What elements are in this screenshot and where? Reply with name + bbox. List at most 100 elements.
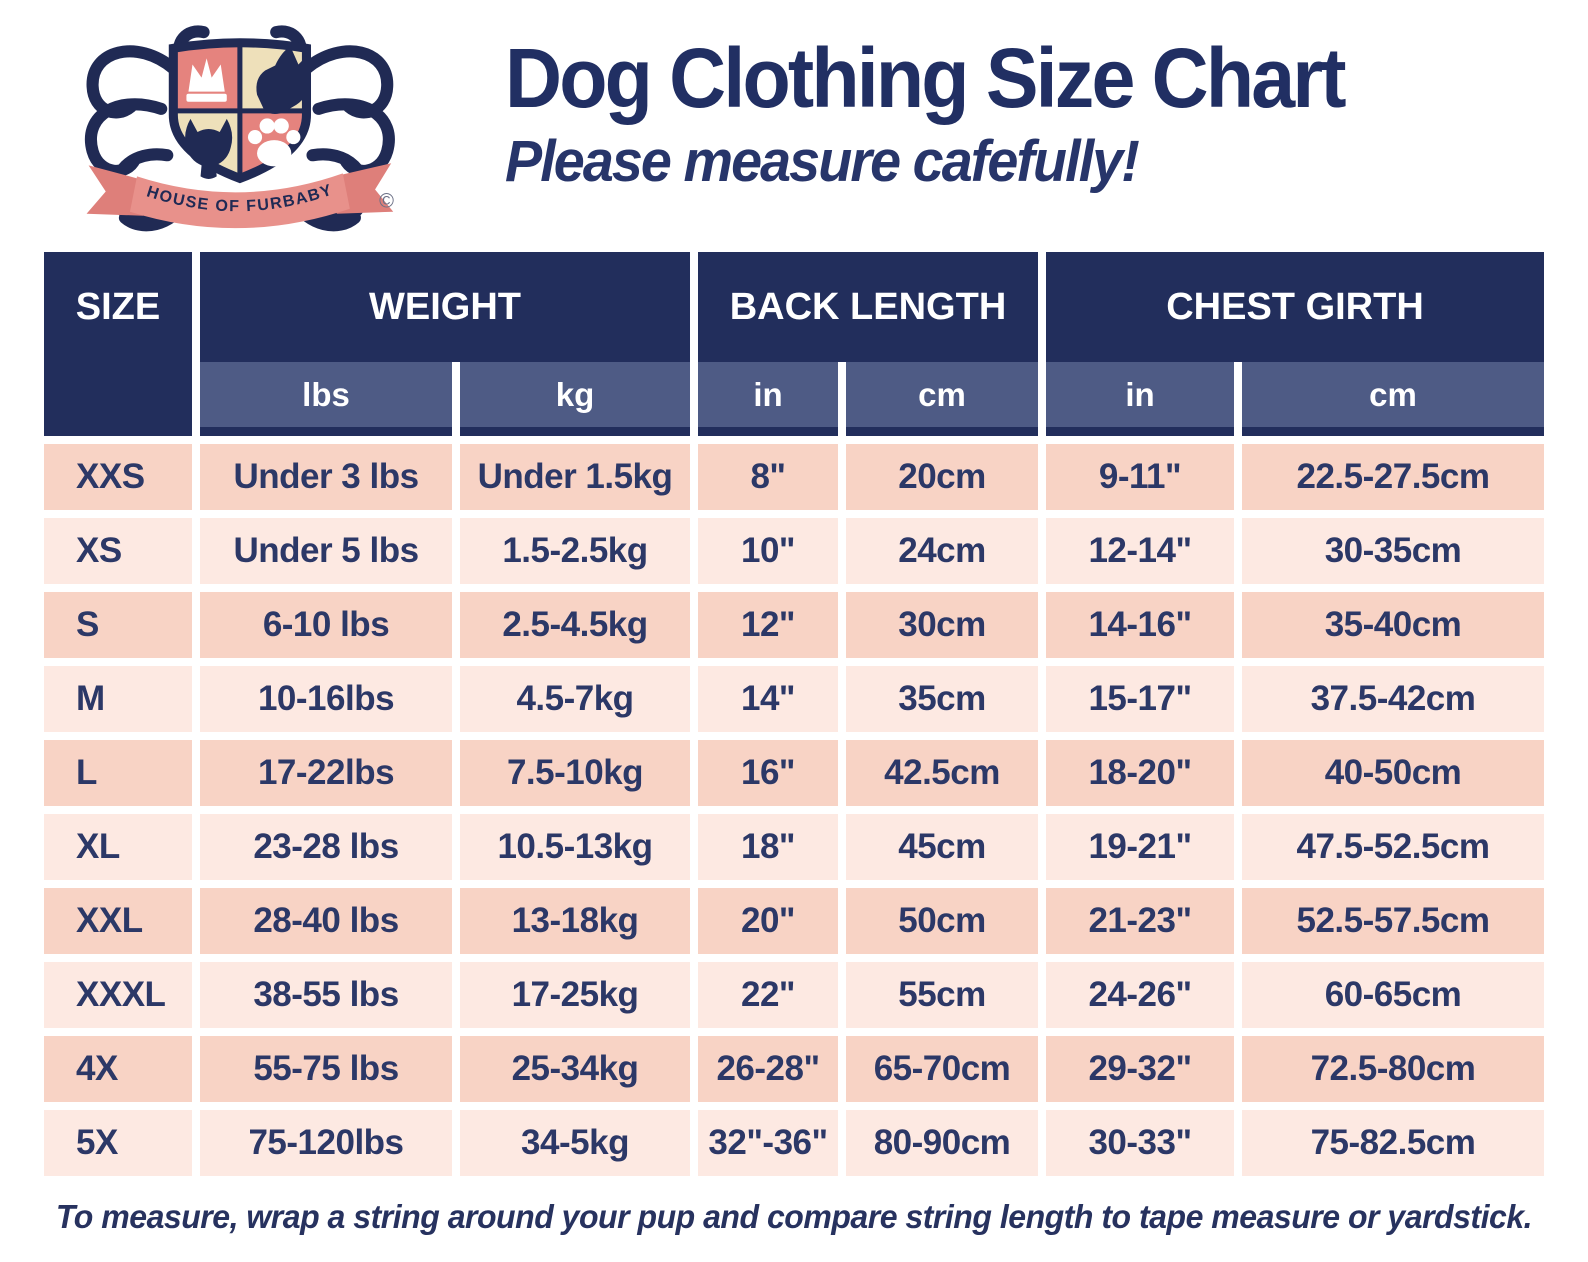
cell-weight-lbs: 17-22lbs (200, 740, 452, 806)
cell-chest-girth-cm: 52.5-57.5cm (1242, 888, 1544, 954)
cell-weight-kg: 25-34kg (460, 1036, 690, 1102)
cell-weight-kg: 1.5-2.5kg (460, 518, 690, 584)
ribbon-banner (129, 173, 350, 229)
cell-back-length-in: 14" (698, 666, 838, 732)
cell-chest-girth-in: 21-23" (1046, 888, 1234, 954)
table-body: XXS Under 3 lbs Under 1.5kg 8" 20cm 9-11" 22.5… (44, 444, 1544, 1176)
cell-weight-lbs: Under 5 lbs (200, 518, 452, 584)
column-header-size: SIZE (44, 252, 192, 436)
cell-chest-girth-cm: 22.5-27.5cm (1242, 444, 1544, 510)
cell-chest-girth-cm: 37.5-42cm (1242, 666, 1544, 732)
cell-weight-lbs: 10-16lbs (200, 666, 452, 732)
cell-back-length-in: 32"-36" (698, 1110, 838, 1176)
paw-icon (247, 118, 301, 167)
cell-back-length-cm: 50cm (846, 888, 1038, 954)
title-block: Dog Clothing Size Chart Please measure c… (505, 31, 1397, 195)
ribbon-tails (86, 163, 394, 216)
cell-chest-girth-in: 9-11" (1046, 444, 1234, 510)
cell-size: 4X (44, 1036, 192, 1102)
cell-chest-girth-in: 24-26" (1046, 962, 1234, 1028)
house-of-furbaby-logo: HOUSE OF FURBABY © (84, 25, 395, 232)
unit-header-chest-in: in (1046, 362, 1234, 436)
unit-header-back-cm: cm (846, 362, 1038, 436)
cell-weight-kg: 17-25kg (460, 962, 690, 1028)
cell-back-length-in: 22" (698, 962, 838, 1028)
cell-chest-girth-in: 18-20" (1046, 740, 1234, 806)
column-group-weight: WEIGHT lbs kg (200, 252, 690, 436)
cell-weight-lbs: 55-75 lbs (200, 1036, 452, 1102)
cell-chest-girth-cm: 40-50cm (1242, 740, 1544, 806)
cell-weight-lbs: 75-120lbs (200, 1110, 452, 1176)
size-chart-table: SIZE WEIGHT lbs kg BACK LENGTH in cm CHE… (44, 252, 1544, 1176)
cell-chest-girth-cm: 75-82.5cm (1242, 1110, 1544, 1176)
cell-size: L (44, 740, 192, 806)
cell-back-length-in: 20" (698, 888, 838, 954)
cell-size: M (44, 666, 192, 732)
cell-back-length-cm: 35cm (846, 666, 1038, 732)
cell-back-length-cm: 42.5cm (846, 740, 1038, 806)
cell-weight-kg: 13-18kg (460, 888, 690, 954)
flourish-right-icon (270, 25, 395, 232)
cell-chest-girth-cm: 35-40cm (1242, 592, 1544, 658)
cell-back-length-in: 12" (698, 592, 838, 658)
cell-weight-kg: Under 1.5kg (460, 444, 690, 510)
cell-size: XL (44, 814, 192, 880)
cell-size: S (44, 592, 192, 658)
cell-weight-kg: 10.5-13kg (460, 814, 690, 880)
cell-back-length-cm: 55cm (846, 962, 1038, 1028)
cell-back-length-in: 10" (698, 518, 838, 584)
cell-weight-kg: 34-5kg (460, 1110, 690, 1176)
page-header: HOUSE OF FURBABY © Dog Clothing Size Cha… (0, 0, 1588, 252)
cell-weight-lbs: 38-55 lbs (200, 962, 452, 1028)
column-header-chest-girth: CHEST GIRTH (1046, 252, 1544, 362)
cell-chest-girth-in: 12-14" (1046, 518, 1234, 584)
cell-chest-girth-cm: 72.5-80cm (1242, 1036, 1544, 1102)
cell-weight-lbs: Under 3 lbs (200, 444, 452, 510)
cell-back-length-in: 8" (698, 444, 838, 510)
cell-weight-lbs: 23-28 lbs (200, 814, 452, 880)
dog-icon (256, 46, 309, 114)
cell-chest-girth-cm: 30-35cm (1242, 518, 1544, 584)
cell-back-length-cm: 20cm (846, 444, 1038, 510)
cell-chest-girth-in: 19-21" (1046, 814, 1234, 880)
cell-size: XXXL (44, 962, 192, 1028)
cell-back-length-cm: 30cm (846, 592, 1038, 658)
unit-header-lbs: lbs (200, 362, 452, 436)
page-title: Dog Clothing Size Chart (505, 31, 1347, 125)
cell-size: XS (44, 518, 192, 584)
crown-icon (186, 58, 227, 102)
cell-back-length-in: 26-28" (698, 1036, 838, 1102)
cell-chest-girth-cm: 47.5-52.5cm (1242, 814, 1544, 880)
cell-weight-lbs: 6-10 lbs (200, 592, 452, 658)
column-group-chest-girth: CHEST GIRTH in cm (1046, 252, 1544, 436)
column-header-weight: WEIGHT (200, 252, 690, 362)
cell-weight-lbs: 28-40 lbs (200, 888, 452, 954)
table-header: SIZE WEIGHT lbs kg BACK LENGTH in cm CHE… (44, 252, 1544, 436)
cell-size: XXL (44, 888, 192, 954)
cell-chest-girth-in: 15-17" (1046, 666, 1234, 732)
column-header-back-length: BACK LENGTH (698, 252, 1038, 362)
cell-chest-girth-in: 29-32" (1046, 1036, 1234, 1102)
cell-weight-kg: 4.5-7kg (460, 666, 690, 732)
cell-chest-girth-cm: 60-65cm (1242, 962, 1544, 1028)
unit-header-back-in: in (698, 362, 838, 436)
cell-back-length-in: 18" (698, 814, 838, 880)
cell-back-length-cm: 80-90cm (846, 1110, 1038, 1176)
cell-back-length-cm: 65-70cm (846, 1036, 1038, 1102)
copyright-mark: © (379, 191, 394, 213)
cell-size: XXS (44, 444, 192, 510)
unit-header-kg: kg (460, 362, 690, 436)
cell-chest-girth-in: 30-33" (1046, 1110, 1234, 1176)
cat-icon (185, 118, 233, 179)
cell-back-length-in: 16" (698, 740, 838, 806)
cell-back-length-cm: 45cm (846, 814, 1038, 880)
cell-chest-girth-in: 14-16" (1046, 592, 1234, 658)
cell-size: 5X (44, 1110, 192, 1176)
unit-header-chest-cm: cm (1242, 362, 1544, 436)
crest-shield (168, 38, 312, 184)
page-subtitle: Please measure cafefully! (505, 128, 1140, 194)
cell-weight-kg: 2.5-4.5kg (460, 592, 690, 658)
column-group-back-length: BACK LENGTH in cm (698, 252, 1038, 436)
cell-back-length-cm: 24cm (846, 518, 1038, 584)
